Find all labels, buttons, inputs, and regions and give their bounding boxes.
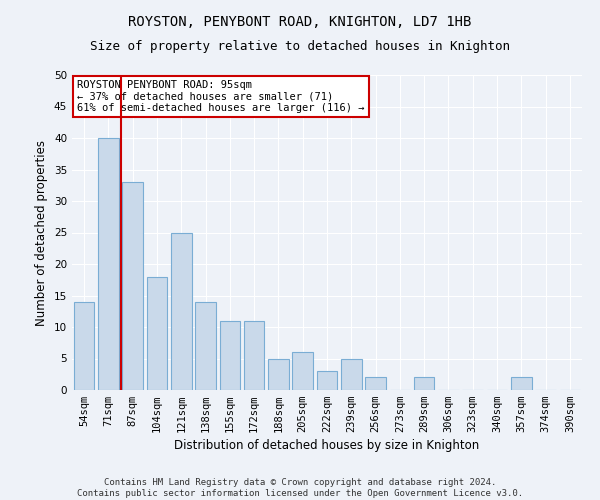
Bar bbox=[268, 358, 289, 390]
Bar bbox=[365, 378, 386, 390]
Bar bbox=[317, 371, 337, 390]
Bar bbox=[195, 302, 216, 390]
Bar bbox=[341, 358, 362, 390]
Bar bbox=[171, 232, 191, 390]
Bar bbox=[292, 352, 313, 390]
Y-axis label: Number of detached properties: Number of detached properties bbox=[35, 140, 49, 326]
X-axis label: Distribution of detached houses by size in Knighton: Distribution of detached houses by size … bbox=[175, 440, 479, 452]
Text: ROYSTON PENYBONT ROAD: 95sqm
← 37% of detached houses are smaller (71)
61% of se: ROYSTON PENYBONT ROAD: 95sqm ← 37% of de… bbox=[77, 80, 365, 113]
Bar bbox=[98, 138, 119, 390]
Bar bbox=[74, 302, 94, 390]
Bar bbox=[511, 378, 532, 390]
Bar bbox=[244, 320, 265, 390]
Text: Size of property relative to detached houses in Knighton: Size of property relative to detached ho… bbox=[90, 40, 510, 53]
Bar bbox=[414, 378, 434, 390]
Bar bbox=[122, 182, 143, 390]
Text: ROYSTON, PENYBONT ROAD, KNIGHTON, LD7 1HB: ROYSTON, PENYBONT ROAD, KNIGHTON, LD7 1H… bbox=[128, 15, 472, 29]
Bar bbox=[146, 276, 167, 390]
Text: Contains HM Land Registry data © Crown copyright and database right 2024.
Contai: Contains HM Land Registry data © Crown c… bbox=[77, 478, 523, 498]
Bar bbox=[220, 320, 240, 390]
